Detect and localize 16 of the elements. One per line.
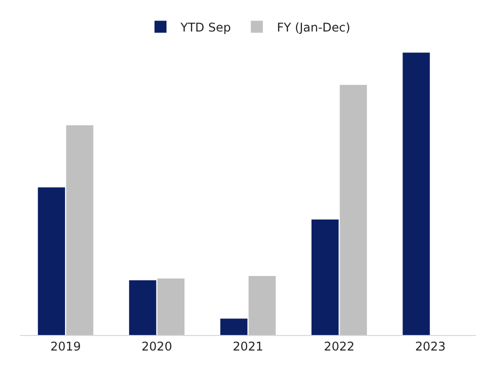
bar (248, 276, 276, 335)
x-tick-label: 2020 (142, 339, 172, 354)
x-tick-label: 2023 (415, 339, 446, 354)
legend-label: FY (Jan-Dec) (276, 20, 350, 34)
x-tick-label: 2019 (50, 339, 81, 354)
bar (402, 52, 430, 335)
bar (129, 280, 156, 335)
bar (38, 187, 66, 335)
bar (66, 125, 94, 335)
x-tick-label: 2021 (232, 339, 264, 354)
x-tick-label: 2022 (324, 339, 354, 354)
bar (311, 220, 339, 335)
bar (220, 318, 248, 335)
bar (340, 84, 367, 335)
legend-label: YTD Sep (180, 20, 231, 34)
bar (157, 278, 185, 335)
